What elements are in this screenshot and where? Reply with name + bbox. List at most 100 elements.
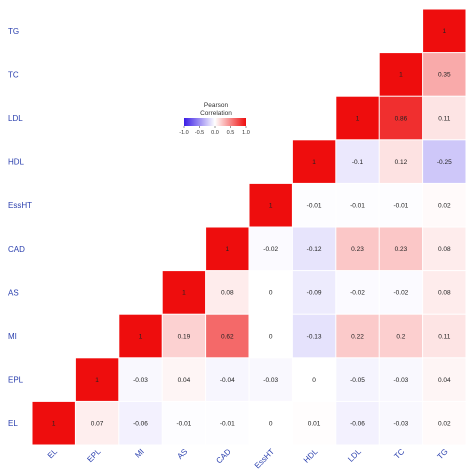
cell-value-MI-HDL: -0.13 bbox=[307, 333, 322, 340]
cell-value-MI-AS: 0.19 bbox=[178, 333, 191, 340]
heatmap-cell-AS-TC bbox=[379, 271, 423, 314]
cell-value-EL-CAD: -0.01 bbox=[220, 421, 235, 428]
heatmap-cell-EL-EPL bbox=[75, 401, 119, 445]
cell-value-EPL-EssHT: -0.03 bbox=[263, 377, 278, 384]
heatmap-cell-AS-HDL bbox=[292, 271, 336, 314]
heatmap-cell-HDL-HDL bbox=[292, 140, 336, 183]
row-label-EPL: EPL bbox=[8, 376, 24, 385]
legend-title-line-2: Correlation bbox=[200, 110, 232, 117]
heatmap-cell-CAD-LDL bbox=[336, 227, 379, 271]
heatmap-cell-EssHT-EssHT bbox=[249, 183, 292, 227]
heatmap-cell-MI-LDL bbox=[336, 314, 379, 358]
cell-value-CAD-EssHT: -0.02 bbox=[263, 246, 278, 253]
row-label-EL: EL bbox=[8, 419, 18, 428]
heatmap-cell-LDL-TG bbox=[423, 96, 466, 140]
cell-value-MI-LDL: 0.22 bbox=[351, 333, 364, 340]
cell-value-EL-EL: 1 bbox=[52, 421, 56, 428]
cell-value-CAD-HDL: -0.12 bbox=[307, 246, 322, 253]
cell-value-CAD-TG: 0.08 bbox=[438, 246, 451, 253]
heatmap-cell-EPL-LDL bbox=[336, 358, 379, 401]
cell-value-AS-CAD: 0.08 bbox=[221, 290, 234, 297]
cell-value-AS-LDL: -0.02 bbox=[350, 290, 365, 297]
row-label-HDL: HDL bbox=[8, 158, 25, 167]
cell-value-TC-TG: 0.35 bbox=[438, 72, 451, 79]
cell-value-MI-MI: 1 bbox=[139, 333, 143, 340]
heatmap-cell-CAD-CAD bbox=[206, 227, 249, 271]
heatmap-cell-LDL-TC bbox=[379, 96, 423, 140]
legend-title-line-1: Pearson bbox=[204, 102, 229, 109]
heatmap-cell-EL-AS bbox=[162, 401, 206, 445]
cell-value-EL-TG: 0.02 bbox=[438, 421, 451, 428]
heatmap-cell-EPL-EssHT bbox=[249, 358, 292, 401]
cell-value-EssHT-HDL: -0.01 bbox=[307, 203, 322, 210]
column-label-TG: TG bbox=[435, 447, 449, 461]
cell-value-AS-TC: -0.02 bbox=[393, 290, 408, 297]
heatmap-cell-CAD-TC bbox=[379, 227, 423, 271]
heatmap-cell-AS-LDL bbox=[336, 271, 379, 314]
heatmap-cell-MI-MI bbox=[119, 314, 162, 358]
cell-value-EL-EPL: 0.07 bbox=[91, 421, 104, 428]
cell-value-LDL-LDL: 1 bbox=[356, 115, 360, 122]
cell-value-EssHT-EssHT: 1 bbox=[269, 203, 273, 210]
heatmap-cell-EL-EssHT bbox=[249, 401, 292, 445]
heatmap-cell-EL-MI bbox=[119, 401, 162, 445]
row-label-LDL: LDL bbox=[8, 114, 23, 123]
heatmap-cell-EL-TC bbox=[379, 401, 423, 445]
cell-value-EssHT-TG: 0.02 bbox=[438, 203, 451, 210]
heatmap-cell-EPL-HDL bbox=[292, 358, 336, 401]
heatmap-cell-EL-CAD bbox=[206, 401, 249, 445]
column-label-EL: EL bbox=[46, 447, 60, 461]
cell-value-AS-AS: 1 bbox=[182, 290, 186, 297]
heatmap-cell-TG-TG bbox=[423, 9, 466, 53]
legend-ticks: -1.0 -0.5 0.0 0.5 1.0 bbox=[179, 126, 250, 136]
legend-color-bar bbox=[184, 118, 246, 126]
cell-value-TC-TC: 1 bbox=[399, 72, 403, 79]
cell-value-EL-LDL: -0.06 bbox=[350, 421, 365, 428]
cell-value-EL-EssHT: 0 bbox=[269, 421, 273, 428]
cell-value-MI-TG: 0.11 bbox=[438, 333, 451, 340]
heatmap-cell-EssHT-TC bbox=[379, 183, 423, 227]
color-legend: Pearson Correlation -1.0 -0.5 0.0 0.5 1.0 bbox=[179, 102, 250, 136]
heatmap-cell-EPL-AS bbox=[162, 358, 206, 401]
heatmap-cell-EPL-TG bbox=[423, 358, 466, 401]
cell-value-EPL-LDL: -0.05 bbox=[350, 377, 365, 384]
heatmap-cell-MI-TC bbox=[379, 314, 423, 358]
column-label-EPL: EPL bbox=[85, 447, 102, 464]
heatmap-cell-EPL-MI bbox=[119, 358, 162, 401]
heatmap-cell-CAD-HDL bbox=[292, 227, 336, 271]
column-label-AS: AS bbox=[175, 447, 189, 461]
heatmap-cell-MI-HDL bbox=[292, 314, 336, 358]
heatmap-cell-MI-TG bbox=[423, 314, 466, 358]
cell-value-LDL-TC: 0.86 bbox=[395, 115, 408, 122]
cell-value-HDL-LDL: -0.1 bbox=[352, 159, 364, 166]
cell-value-CAD-LDL: 0.23 bbox=[351, 246, 364, 253]
cell-value-EssHT-TC: -0.01 bbox=[393, 203, 408, 210]
cell-value-HDL-HDL: 1 bbox=[312, 159, 316, 166]
legend-tick-label: 0.5 bbox=[227, 130, 235, 136]
heatmap-cell-CAD-TG bbox=[423, 227, 466, 271]
heatmap-cell-EssHT-LDL bbox=[336, 183, 379, 227]
heatmap-cell-EPL-CAD bbox=[206, 358, 249, 401]
heatmap-cell-EL-HDL bbox=[292, 401, 336, 445]
heatmap-cell-HDL-LDL bbox=[336, 140, 379, 183]
row-labels: TG TC LDL HDL EssHT CAD AS MI EPL EL bbox=[8, 27, 32, 428]
column-label-EssHT: EssHT bbox=[253, 447, 276, 470]
column-label-MI: MI bbox=[133, 447, 146, 460]
heatmap-cell-AS-TG bbox=[423, 271, 466, 314]
column-label-CAD: CAD bbox=[214, 447, 232, 465]
legend-tick-label: -0.5 bbox=[195, 130, 204, 136]
heatmap-cell-AS-EssHT bbox=[249, 271, 292, 314]
cell-value-CAD-TC: 0.23 bbox=[395, 246, 408, 253]
heatmap-cell-HDL-TG bbox=[423, 140, 466, 183]
cell-value-EPL-MI: -0.03 bbox=[133, 377, 148, 384]
heatmap-cell-EssHT-HDL bbox=[292, 183, 336, 227]
legend-tick-label: 1.0 bbox=[242, 130, 250, 136]
cell-value-TG-TG: 1 bbox=[442, 28, 446, 35]
cell-value-EPL-TG: 0.04 bbox=[438, 377, 451, 384]
heatmap-cell-LDL-LDL bbox=[336, 96, 379, 140]
heatmap-cell-EL-LDL bbox=[336, 401, 379, 445]
cell-value-HDL-TC: 0.12 bbox=[395, 159, 408, 166]
heatmap-cell-CAD-EssHT bbox=[249, 227, 292, 271]
row-label-TC: TC bbox=[8, 70, 19, 79]
cell-value-EPL-CAD: -0.04 bbox=[220, 377, 235, 384]
